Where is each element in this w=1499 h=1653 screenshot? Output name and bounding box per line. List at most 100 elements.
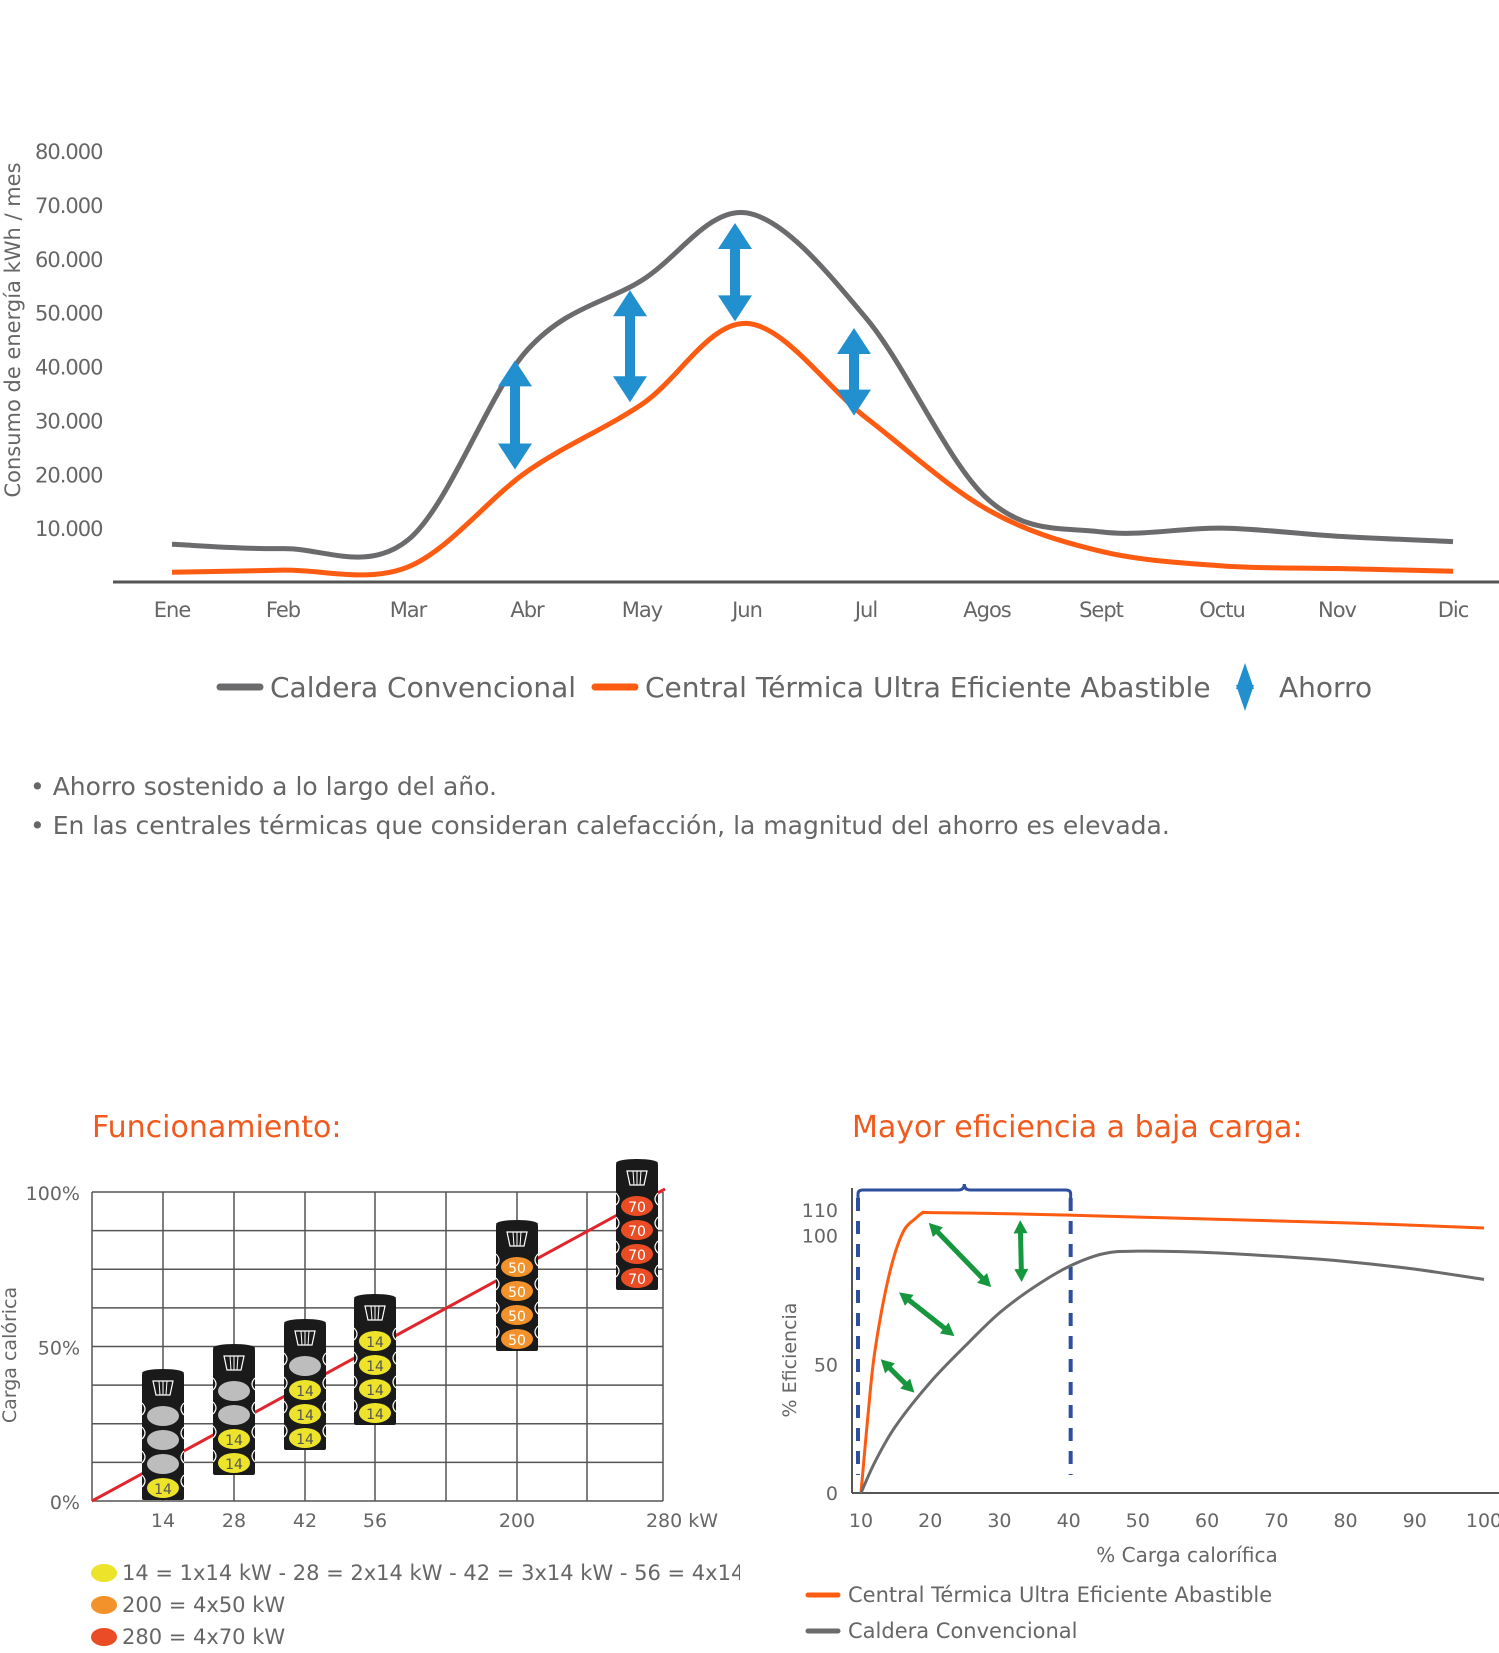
module-disc: [218, 1429, 250, 1449]
rib: [495, 1325, 500, 1339]
basket-icon: [294, 1330, 316, 1346]
rib: [392, 1351, 397, 1365]
x-tick-label: Abr: [510, 598, 545, 622]
rib: [495, 1277, 500, 1291]
boiler-cap: [213, 1344, 255, 1352]
x-tick-label: 50: [1126, 1510, 1150, 1532]
module-label: 14: [296, 1384, 314, 1400]
y-tick-label: 20.000: [35, 463, 102, 487]
rib: [322, 1376, 327, 1390]
rib: [534, 1325, 539, 1339]
basket-icon: [626, 1170, 648, 1186]
legend-ahorro-arrow: [1236, 663, 1254, 711]
ahorro-arrow: [718, 222, 752, 322]
y-axis-label: Carga calórica: [0, 1287, 21, 1423]
rib: [212, 1425, 217, 1439]
basket-line: [300, 1330, 303, 1346]
basket-line: [229, 1355, 232, 1371]
efficiency-gap-arrow: [1013, 1220, 1029, 1283]
rib: [534, 1277, 539, 1291]
module-label: 70: [628, 1224, 646, 1240]
bullet-2: • En las centrales térmicas que consider…: [30, 811, 1170, 840]
rib: [141, 1402, 146, 1416]
rib: [392, 1327, 397, 1341]
x-tick-label: Mar: [390, 598, 428, 622]
efficiency-chart: % Eficiencia % Carga calorífica 11010050…: [779, 1183, 1499, 1643]
y-tick-label: 10.000: [35, 517, 102, 541]
rib: [654, 1240, 659, 1254]
rib: [392, 1399, 397, 1413]
x-tick-label: Feb: [266, 598, 301, 622]
module-disc: [289, 1380, 321, 1400]
module-label: 50: [508, 1261, 526, 1277]
module-label: 14: [366, 1383, 384, 1399]
legend-label: 280 = 4x70 kW: [122, 1625, 285, 1649]
series-line-caldera: [171, 210, 1454, 560]
y-tick-label: 0: [826, 1483, 838, 1505]
rib: [615, 1192, 620, 1206]
basket-icon: [506, 1231, 528, 1247]
basket-line: [377, 1305, 380, 1321]
x-tick-label: 60: [1195, 1510, 1219, 1532]
basket-icon: [364, 1305, 386, 1321]
legend-label: 200 = 4x50 kW: [122, 1593, 285, 1617]
module-disc: [501, 1305, 533, 1325]
boiler-unit: 14 14 14: [283, 1319, 327, 1450]
x-tick-label: Dic: [1438, 598, 1469, 622]
x-tick-label: Sept: [1079, 598, 1124, 622]
basket-line: [158, 1380, 161, 1396]
boiler-unit: 70 70 70 70: [615, 1159, 659, 1290]
module-disc: [147, 1430, 179, 1450]
module-disc: [147, 1454, 179, 1474]
module-disc: [218, 1405, 250, 1425]
module-disc: [218, 1381, 250, 1401]
module-label: 14: [366, 1335, 384, 1351]
bullet-1: • Ahorro sostenido a lo largo del año.: [30, 772, 497, 801]
x-tick-label: 56: [363, 1510, 387, 1532]
legend-swatch: [91, 1596, 117, 1614]
rib: [654, 1192, 659, 1206]
basket-line: [512, 1231, 515, 1247]
rib: [353, 1327, 358, 1341]
x-tick-label: 28: [222, 1510, 246, 1532]
boiler-cap: [354, 1294, 396, 1302]
rib: [251, 1449, 256, 1463]
module-disc: [289, 1428, 321, 1448]
y-tick-label: 100: [802, 1226, 838, 1248]
y-axis-label: % Eficiencia: [779, 1303, 801, 1418]
module-label: 14: [296, 1432, 314, 1448]
rib: [534, 1301, 539, 1315]
rib: [322, 1400, 327, 1414]
rib: [495, 1253, 500, 1267]
legend-label-ahorro: Ahorro: [1279, 671, 1372, 704]
rib: [180, 1426, 185, 1440]
x-tick-label: Nov: [1318, 598, 1357, 622]
x-tick-label: 80: [1333, 1510, 1357, 1532]
basket-line: [236, 1355, 239, 1371]
boiler-unit: 14 14: [212, 1344, 256, 1475]
x-tick-label: 30: [987, 1510, 1011, 1532]
module-label: 14: [366, 1407, 384, 1423]
eficiencia-title: Mayor eficiencia a baja carga:: [852, 1110, 1303, 1145]
module-disc: [501, 1281, 533, 1301]
module-disc: [359, 1355, 391, 1375]
rib: [180, 1450, 185, 1464]
rib: [392, 1375, 397, 1389]
boiler-unit: 14 14 14 14: [353, 1294, 397, 1425]
y-tick-label: 60.000: [35, 248, 102, 272]
x-tick-label: 280 kW: [646, 1510, 718, 1532]
boiler-cap: [616, 1159, 658, 1167]
x-tick-label: Agos: [963, 598, 1011, 622]
x-tick-label: May: [622, 598, 663, 622]
rib: [322, 1424, 327, 1438]
module-disc: [621, 1268, 653, 1288]
module-label: 14: [296, 1408, 314, 1424]
boiler-unit: 50 50 50 50: [495, 1220, 539, 1351]
y-tick-label: 50: [814, 1354, 838, 1376]
module-label: 50: [508, 1285, 526, 1301]
funcionamiento-title: Funcionamiento:: [92, 1110, 342, 1145]
efficiency-gap-arrow: [899, 1292, 955, 1337]
module-label: 70: [628, 1272, 646, 1288]
module-disc: [359, 1403, 391, 1423]
rib: [353, 1399, 358, 1413]
